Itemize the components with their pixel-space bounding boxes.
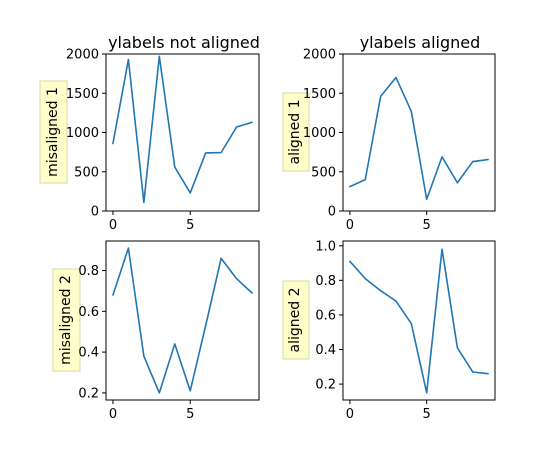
series-line [112, 55, 253, 204]
x-tick-label: 0 [346, 218, 354, 233]
ylabel-box-bg [52, 268, 81, 372]
y-tick-label: 1500 [66, 87, 99, 102]
x-tick-label: 0 [109, 218, 117, 233]
panel-top-left: ylabels not aligned misaligned 1 0 5 0 500 1… [39, 33, 260, 233]
ylabel-text: misaligned 1 [45, 87, 61, 177]
y-tick-label: 500 [311, 165, 336, 180]
x-tick-label: 5 [423, 407, 431, 422]
axes-tr: 0 5 0 500 1000 1500 2000 [303, 48, 489, 233]
y-tick-label: 2000 [303, 48, 336, 63]
y-tick-label: 0.8 [315, 274, 336, 289]
axes-frame [342, 53, 496, 212]
y-tick-label: 2000 [66, 48, 99, 63]
panel-bottom-right: aligned 2 0 5 0.2 0.4 0.6 0.8 1.0 [282, 239, 496, 422]
series-line [349, 76, 489, 201]
y-tick-label: 0.6 [78, 305, 99, 320]
y-tick-label: 500 [74, 165, 99, 180]
axes-br: 0 5 0.2 0.4 0.6 0.8 1.0 [315, 239, 489, 422]
ylabel-box-misaligned-2: misaligned 2 [52, 268, 81, 372]
ylabel-box-aligned-1: aligned 1 [282, 92, 310, 172]
y-tick-label: 1000 [66, 126, 99, 141]
axes-frame [105, 53, 260, 212]
ylabel-box-bg [39, 80, 68, 184]
series-line [349, 248, 489, 394]
panel-top-right: ylabels aligned aligned 1 0 5050010001500… [282, 33, 496, 233]
panel-bottom-left: misaligned 2 0 5 0.2 0.4 0.6 0.8 [52, 240, 260, 422]
x-tick-label: 0 [109, 407, 117, 422]
axes-frame [105, 240, 260, 401]
ylabel-box-bg [282, 280, 310, 360]
y-tick-label: 0 [91, 205, 99, 220]
y-tick-label: 0.2 [315, 378, 336, 393]
panel-title: ylabels not aligned [108, 33, 260, 52]
x-tick-label: 5 [186, 407, 194, 422]
axes-bl: 0 5 0.2 0.4 0.6 0.8 [78, 247, 253, 422]
x-tick-label: 5 [423, 218, 431, 233]
ylabel-text: misaligned 2 [58, 275, 74, 365]
x-tick-label: 5 [186, 218, 194, 233]
y-tick-label: 0.6 [315, 308, 336, 323]
y-tick-label: 0.4 [315, 343, 336, 358]
y-tick-label: 1000 [303, 126, 336, 141]
y-tick-label: 1.0 [315, 239, 336, 254]
y-tick-label: 0 [328, 205, 336, 220]
axes-tl: 0 5 0 500 1000 1500 2000 [66, 48, 253, 233]
ylabel-text: aligned 1 [287, 100, 303, 165]
y-tick-label: 1500 [303, 87, 336, 102]
x-tick-label: 0 [346, 407, 354, 422]
ylabel-box-aligned-2: aligned 2 [282, 280, 310, 360]
y-tick-label: 0.8 [78, 264, 99, 279]
ylabel-box-misaligned-1: misaligned 1 [39, 80, 68, 184]
ylabel-text: aligned 2 [287, 288, 303, 353]
y-tick-label: 0.4 [78, 346, 99, 361]
series-line [112, 247, 253, 394]
ylabel-box-bg [282, 92, 310, 172]
axes-frame [342, 240, 496, 401]
panel-title: ylabels aligned [360, 33, 481, 52]
y-tick-label: 0.2 [78, 386, 99, 401]
